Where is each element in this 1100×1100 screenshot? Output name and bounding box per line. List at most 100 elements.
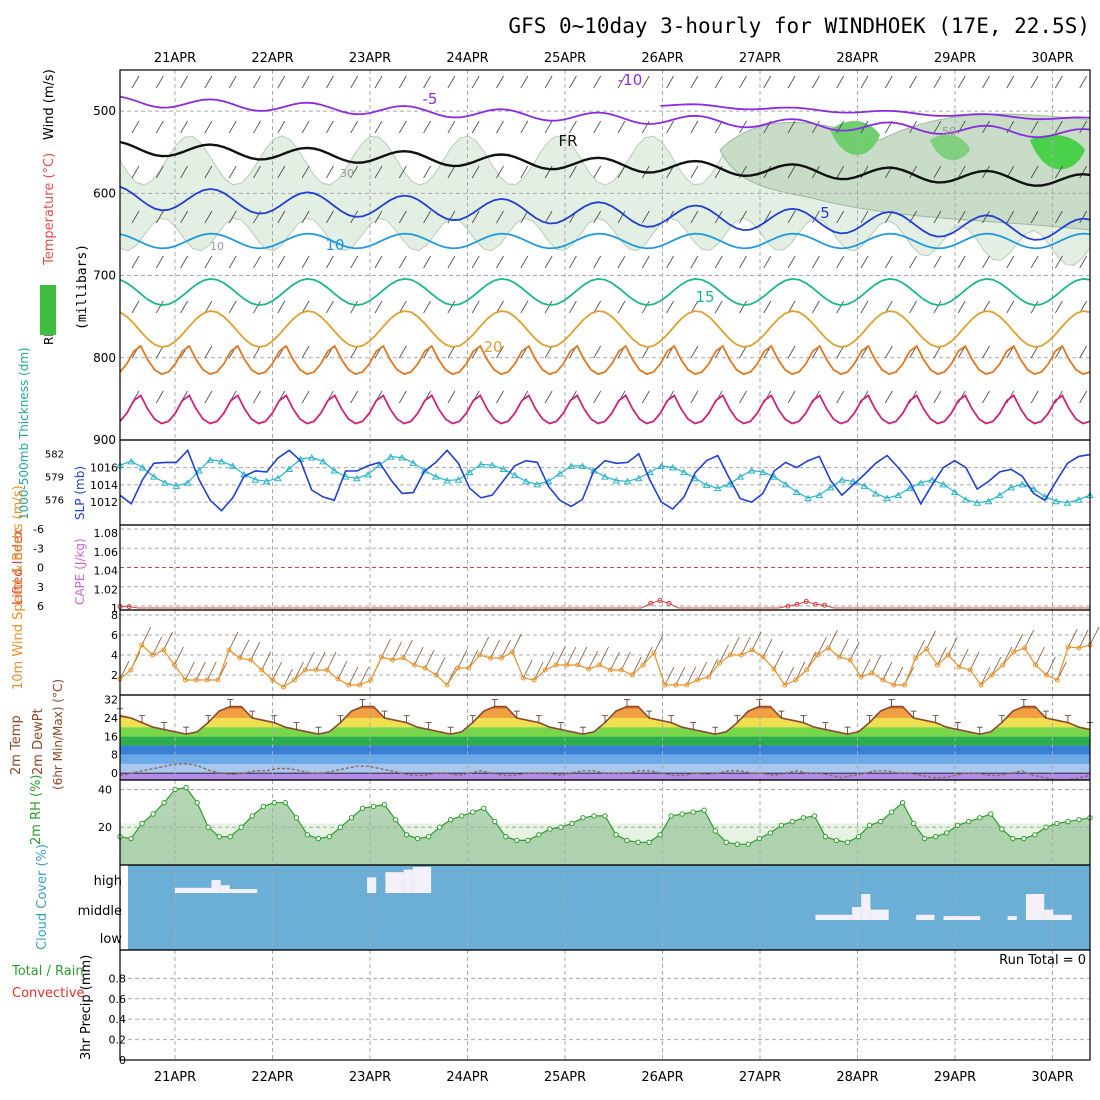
bottom-date-label: 30APR: [1031, 1070, 1073, 1085]
wind-barb: [641, 120, 650, 134]
wind-barb: [915, 639, 925, 659]
rh-point: [580, 815, 586, 821]
wind-speed-point: [836, 654, 842, 660]
wind-barb: [253, 345, 261, 359]
wind-barb: [739, 345, 747, 359]
thickness-point: [544, 477, 553, 485]
wind-barb: [398, 120, 407, 134]
ytick-label: 700: [93, 269, 116, 283]
ylabel-temperature: Temperature (°C): [42, 153, 57, 266]
cloud-bar: [211, 880, 221, 893]
thickness-point: [161, 479, 169, 486]
cloud-bar: [174, 887, 212, 893]
wind-barb: [739, 300, 747, 314]
wind-speed-point: [520, 675, 526, 681]
wind-barb: [958, 648, 969, 668]
wind-barb: [860, 300, 869, 314]
wind-barb: [152, 636, 163, 656]
rh-point: [1065, 818, 1071, 825]
wind-barb: [398, 255, 407, 269]
wind-barb: [301, 75, 310, 89]
wind-barb: [933, 165, 942, 179]
wind-barb: [933, 120, 942, 134]
wind-barb: [836, 300, 845, 314]
wind-barb: [1030, 210, 1039, 224]
rh-point: [470, 809, 476, 815]
ytick-slp: 1012: [90, 496, 118, 509]
wind-barb: [739, 390, 747, 404]
wind-barb: [787, 165, 796, 179]
thickness-point: [634, 474, 643, 482]
bottom-date-label: 22APR: [251, 1070, 293, 1085]
ytick-wind: 2: [111, 669, 118, 682]
wind-barb: [1055, 75, 1063, 89]
wind-barb: [1055, 300, 1063, 314]
wind-speed-point: [531, 677, 537, 683]
wind-barb: [593, 120, 602, 134]
ytick-label: 600: [93, 186, 116, 200]
thickness-point: [522, 477, 530, 485]
rh-point: [227, 833, 233, 840]
wind-barb: [471, 210, 480, 224]
wind-barb: [860, 210, 869, 224]
ytick-wind: 4: [111, 649, 118, 662]
wind-barb: [690, 255, 699, 269]
wind-barb: [350, 120, 359, 134]
wind-barb: [980, 666, 991, 686]
rh-point: [414, 835, 421, 842]
rh-point: [955, 822, 961, 829]
thickness-slp-panel: 1012 1014 1016 576 579 582 1000-500mb Thicknes…: [17, 347, 1094, 525]
rh-label: 30: [340, 167, 354, 180]
thickness-point: [713, 484, 722, 492]
wind-barb: [522, 659, 533, 679]
wind-speed-point: [324, 667, 330, 673]
isotherm--10: [660, 103, 1091, 121]
wind-barb: [690, 75, 699, 89]
wind-barb: [512, 633, 522, 653]
wind-barb: [398, 390, 407, 404]
wind-barb: [520, 120, 529, 134]
wind-barb: [350, 255, 359, 269]
cape-point: [794, 601, 800, 607]
thickness-point: [815, 491, 824, 499]
thickness-point: [217, 457, 226, 465]
wind-barb: [520, 210, 529, 224]
wind-barb: [131, 75, 140, 89]
isotherm--5: [119, 95, 1091, 139]
wind-barb: [206, 661, 217, 681]
wind-barb: [1046, 656, 1056, 676]
ytick-cape: 1.06: [94, 546, 119, 559]
wind-barb: [496, 210, 504, 224]
wind-barb: [593, 165, 602, 179]
isotherm-label: -10: [618, 71, 643, 89]
wind-barb: [479, 636, 490, 656]
wind-barb: [719, 644, 729, 664]
wind-speed-point: [509, 649, 515, 655]
cloud-bar: [943, 916, 981, 920]
wind-barb: [933, 300, 942, 314]
wind-barb: [763, 75, 772, 89]
wind-barb: [617, 255, 626, 269]
top-date-labels: 21APR 22APR 23APR 24APR 25APR 26APR 27APR 28APR…: [154, 51, 1074, 66]
wind10m-panel: 2 4 6 8 10m Wind Speed & Barbs (m/s): [11, 485, 1100, 695]
wind-barb: [359, 666, 370, 686]
ytick-li: -3: [33, 542, 44, 555]
wind-barb: [957, 255, 966, 269]
temp-band: [120, 736, 1090, 746]
wind-barb: [294, 661, 304, 681]
ytick-precip: 0.2: [109, 1034, 127, 1047]
wind-barb: [471, 75, 480, 89]
wind-barb: [933, 390, 942, 404]
wind-barb: [277, 210, 286, 224]
rh-point: [370, 803, 377, 810]
wind-barb: [326, 75, 334, 89]
thickness-point: [262, 477, 271, 485]
wind-barb: [714, 300, 723, 314]
wind-barb: [1002, 646, 1013, 666]
wind-speed-point: [379, 654, 385, 660]
wind-speed-point: [924, 646, 930, 652]
thickness-point: [319, 457, 327, 465]
wind-barb: [620, 651, 631, 671]
thickness-point: [172, 482, 181, 489]
top-date-label: 21APR: [154, 51, 196, 66]
